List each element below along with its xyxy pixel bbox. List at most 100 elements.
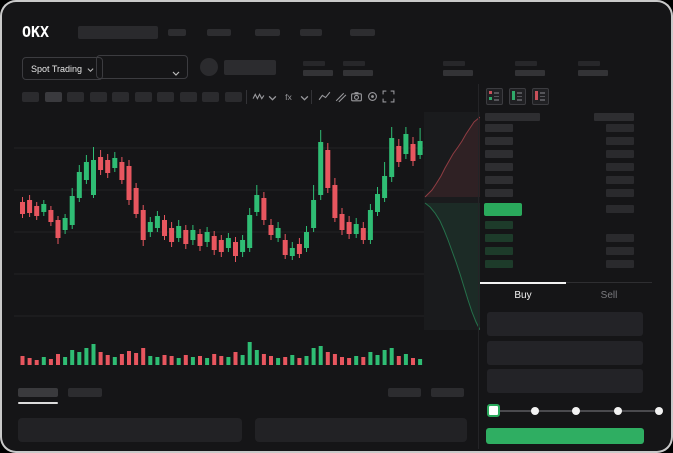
toolbar-divider: [246, 90, 247, 104]
nav-item[interactable]: [207, 29, 231, 36]
trading-pair-selector[interactable]: [96, 55, 188, 79]
candle-body: [296, 244, 302, 254]
chevron-down-icon[interactable]: [300, 93, 313, 106]
chart-bottom-tab-active[interactable]: [18, 388, 58, 397]
ask-price-bar[interactable]: [485, 124, 513, 132]
order-book: [480, 0, 652, 280]
orderbook-bids-icon[interactable]: [509, 88, 526, 105]
slider-stop[interactable]: [530, 407, 539, 415]
volume-bar: [276, 358, 281, 365]
chart-bottom-action[interactable]: [431, 388, 464, 397]
timeframe-button[interactable]: [202, 92, 219, 102]
bid-price-bar[interactable]: [485, 247, 513, 255]
candle-body: [233, 242, 238, 256]
ask-price-bar[interactable]: [485, 176, 513, 184]
candle-body: [83, 162, 89, 180]
candle-body: [261, 198, 267, 220]
timeframe-button[interactable]: [22, 92, 39, 102]
fullscreen-icon[interactable]: [382, 90, 395, 103]
timeframe-button[interactable]: [134, 92, 152, 102]
volume-bar: [418, 359, 423, 365]
slider-stop[interactable]: [572, 407, 580, 415]
slider-stop[interactable]: [655, 407, 663, 415]
bid-price-bar[interactable]: [485, 221, 513, 229]
volume-bar: [20, 356, 25, 365]
price-input[interactable]: [487, 312, 643, 336]
slider-handle[interactable]: [487, 404, 500, 417]
volume-bar: [127, 351, 131, 365]
bottom-panel-left[interactable]: [18, 418, 242, 442]
candlestick-chart[interactable]: [14, 112, 426, 370]
draw-tool-icon[interactable]: [334, 90, 347, 103]
total-input[interactable]: [487, 369, 643, 393]
indicators-fx-icon[interactable]: fx: [284, 90, 297, 103]
search-input[interactable]: [78, 26, 158, 39]
volume-bar: [375, 355, 380, 365]
camera-icon[interactable]: [350, 90, 363, 103]
ask-price-bar[interactable]: [485, 163, 513, 171]
ask-price-bar[interactable]: [485, 137, 513, 145]
nav-item[interactable]: [350, 29, 375, 36]
last-price-badge[interactable]: [484, 203, 522, 216]
ticker-stat: [443, 61, 473, 76]
volume-bar: [63, 357, 68, 365]
volume-bar: [354, 356, 359, 365]
candle-body: [105, 160, 111, 173]
volume-bar: [226, 357, 231, 365]
candle-body: [396, 146, 402, 162]
volume-bar: [219, 356, 224, 365]
buy-submit-button[interactable]: [486, 428, 644, 444]
timeframe-button[interactable]: [157, 92, 174, 102]
ask-price-bar[interactable]: [485, 189, 513, 197]
chart-bottom-tab[interactable]: [68, 388, 102, 397]
nav-item[interactable]: [300, 29, 322, 36]
volume-bar: [318, 346, 323, 365]
bid-price-bar[interactable]: [485, 260, 513, 268]
line-tool-icon[interactable]: [318, 90, 331, 103]
candle-body: [176, 226, 182, 238]
candle-body: [218, 240, 224, 252]
settings-gear-icon[interactable]: [366, 90, 379, 103]
candle-body: [275, 228, 281, 238]
chart-bottom-action[interactable]: [388, 388, 421, 397]
orderbook-asks-icon[interactable]: [532, 88, 549, 105]
timeframe-button[interactable]: [44, 92, 62, 102]
candle-body: [289, 248, 295, 256]
nav-item[interactable]: [255, 29, 280, 36]
volume-bar: [411, 358, 415, 365]
bottom-panel-right[interactable]: [255, 418, 467, 442]
tab-sell[interactable]: Sell: [566, 283, 652, 307]
timeframe-button[interactable]: [89, 92, 107, 102]
timeframe-button[interactable]: [224, 92, 242, 102]
slider-stop[interactable]: [613, 407, 622, 415]
candle-body: [318, 142, 324, 195]
candle-body: [367, 210, 373, 240]
volume-bar: [134, 353, 139, 365]
amount-input[interactable]: [487, 341, 643, 365]
market-type-label: Spot Trading: [31, 63, 83, 74]
ask-amount-bar: [606, 124, 634, 132]
ask-price-bar[interactable]: [485, 150, 513, 158]
market-type-selector[interactable]: Spot Trading: [22, 57, 104, 80]
candle-body: [169, 228, 175, 242]
tab-buy[interactable]: Buy: [480, 282, 566, 307]
chart-type-icon[interactable]: [252, 90, 265, 103]
chevron-down-icon: [87, 65, 94, 72]
volume-bar: [198, 356, 202, 365]
volume-bar: [297, 358, 302, 365]
pair-name-placeholder: [224, 60, 276, 75]
candle-body: [133, 188, 139, 214]
bid-price-bar[interactable]: [485, 234, 513, 242]
volume-bar: [169, 356, 174, 365]
orderbook-combined-icon[interactable]: [486, 88, 503, 105]
volume-bar: [105, 355, 110, 365]
timeframe-button[interactable]: [112, 92, 129, 102]
volume-bar: [183, 355, 188, 365]
timeframe-button[interactable]: [179, 92, 197, 102]
ticker-stat: [303, 61, 333, 76]
chevron-down-icon[interactable]: [268, 93, 281, 106]
timeframe-button[interactable]: [67, 92, 84, 102]
nav-item[interactable]: [168, 29, 186, 36]
candle-body: [339, 214, 345, 230]
tab-buy-label: Buy: [514, 289, 532, 301]
